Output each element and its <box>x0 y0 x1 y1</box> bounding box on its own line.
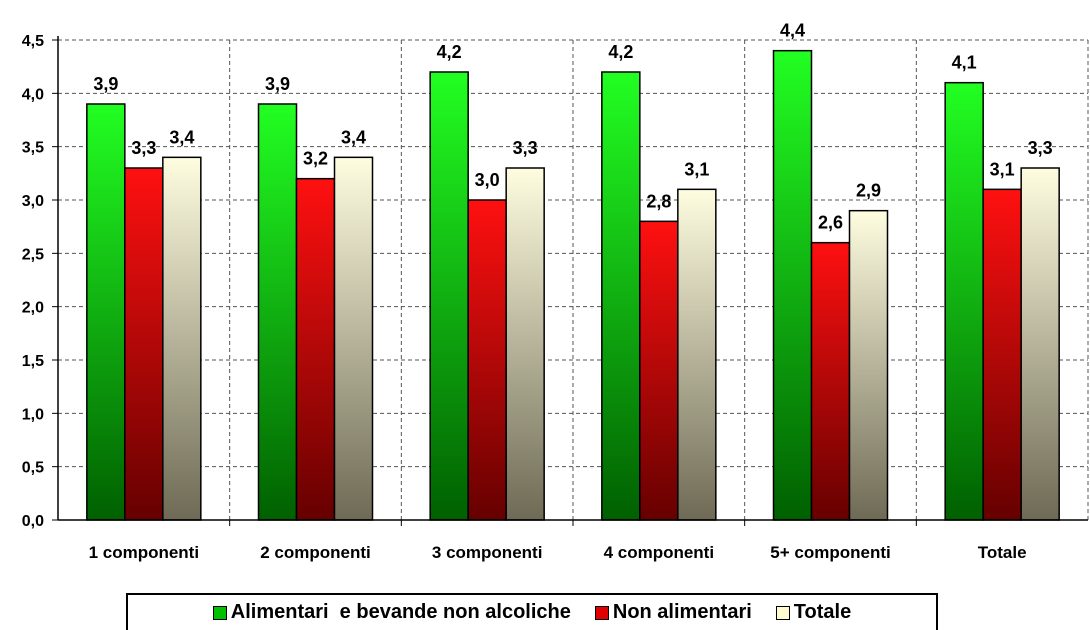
bar <box>429 71 469 521</box>
legend-swatch-cream <box>775 605 790 620</box>
data-label: 2,8 <box>646 191 671 211</box>
legend-label: Totale <box>793 601 852 623</box>
x-tick-label: 3 componenti <box>432 543 543 562</box>
x-tick-label: Totale <box>978 543 1027 562</box>
legend-item-alimentari: Alimentari e bevande non alcoliche <box>212 601 571 624</box>
bar <box>944 81 984 521</box>
bar <box>677 188 717 521</box>
y-tick-label: 2,5 <box>22 246 44 263</box>
y-tick-label: 0,5 <box>22 460 44 477</box>
y-tick-label: 1,5 <box>22 353 44 370</box>
data-label: 3,3 <box>1028 138 1053 158</box>
bar <box>1020 167 1060 521</box>
bar <box>639 220 679 521</box>
bar <box>982 188 1022 521</box>
bar <box>295 177 336 521</box>
y-tick-label: 0,0 <box>22 513 44 530</box>
data-label: 4,1 <box>952 53 977 73</box>
data-label: 3,9 <box>93 74 118 94</box>
data-label: 4,2 <box>437 42 462 62</box>
bar <box>333 156 374 521</box>
legend-label: Alimentari e bevande non alcoliche <box>230 601 571 623</box>
data-label: 2,9 <box>856 181 881 201</box>
bar <box>86 103 126 521</box>
y-tick-label: 2,0 <box>22 300 44 317</box>
bar <box>257 103 298 521</box>
legend-swatch-red <box>594 605 609 620</box>
bar <box>772 49 813 521</box>
legend-swatch-green <box>212 605 227 620</box>
legend-item-non-alimentari: Non alimentari <box>594 601 752 624</box>
y-tick-label: 4,5 <box>22 33 44 50</box>
y-tick-label: 3,5 <box>22 140 44 157</box>
bar <box>162 156 202 521</box>
x-tick-label: 4 componenti <box>604 543 715 562</box>
data-label: 3,4 <box>341 127 366 147</box>
bars <box>86 49 1060 521</box>
data-label: 3,1 <box>684 159 709 179</box>
x-tick-label: 1 componenti <box>89 543 200 562</box>
gridlines <box>58 39 1089 520</box>
x-tick-label: 2 componenti <box>260 543 371 562</box>
y-tick-label: 1,0 <box>22 406 44 423</box>
data-label: 3,3 <box>131 138 156 158</box>
legend: Alimentari e bevande non alcoliche Non a… <box>126 593 938 630</box>
labels: 0,0 0,5 1,0 1,5 2,0 2,5 3,0 3,5 4,0 4,5 3,9 3,3 3,4 1… <box>22 21 1053 562</box>
legend-label: Non alimentari <box>612 601 752 623</box>
legend-item-totale: Totale <box>775 601 852 624</box>
data-label: 3,4 <box>169 127 194 147</box>
y-tick-label: 3,0 <box>22 193 44 210</box>
axes <box>52 36 1088 526</box>
bar <box>810 241 851 521</box>
bar <box>505 167 545 521</box>
data-label: 4,2 <box>608 42 633 62</box>
y-tick-label: 4,0 <box>22 86 44 103</box>
bar <box>467 199 507 521</box>
data-label: 3,1 <box>990 159 1015 179</box>
data-label: 2,6 <box>818 213 843 233</box>
bar <box>601 71 641 521</box>
data-label: 3,3 <box>513 138 538 158</box>
data-label: 3,9 <box>265 74 290 94</box>
data-label: 3,0 <box>475 170 500 190</box>
data-label: 4,4 <box>780 21 805 41</box>
bar <box>124 167 164 521</box>
x-tick-label: 5+ componenti <box>770 543 890 562</box>
data-label: 3,2 <box>303 149 328 169</box>
bar <box>848 209 889 521</box>
